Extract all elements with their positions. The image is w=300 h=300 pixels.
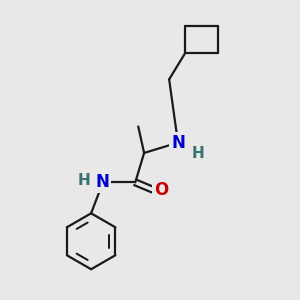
Text: H: H	[77, 172, 90, 188]
Text: O: O	[154, 181, 168, 199]
Text: N: N	[96, 173, 110, 191]
Text: H: H	[192, 146, 204, 161]
Text: N: N	[171, 134, 185, 152]
